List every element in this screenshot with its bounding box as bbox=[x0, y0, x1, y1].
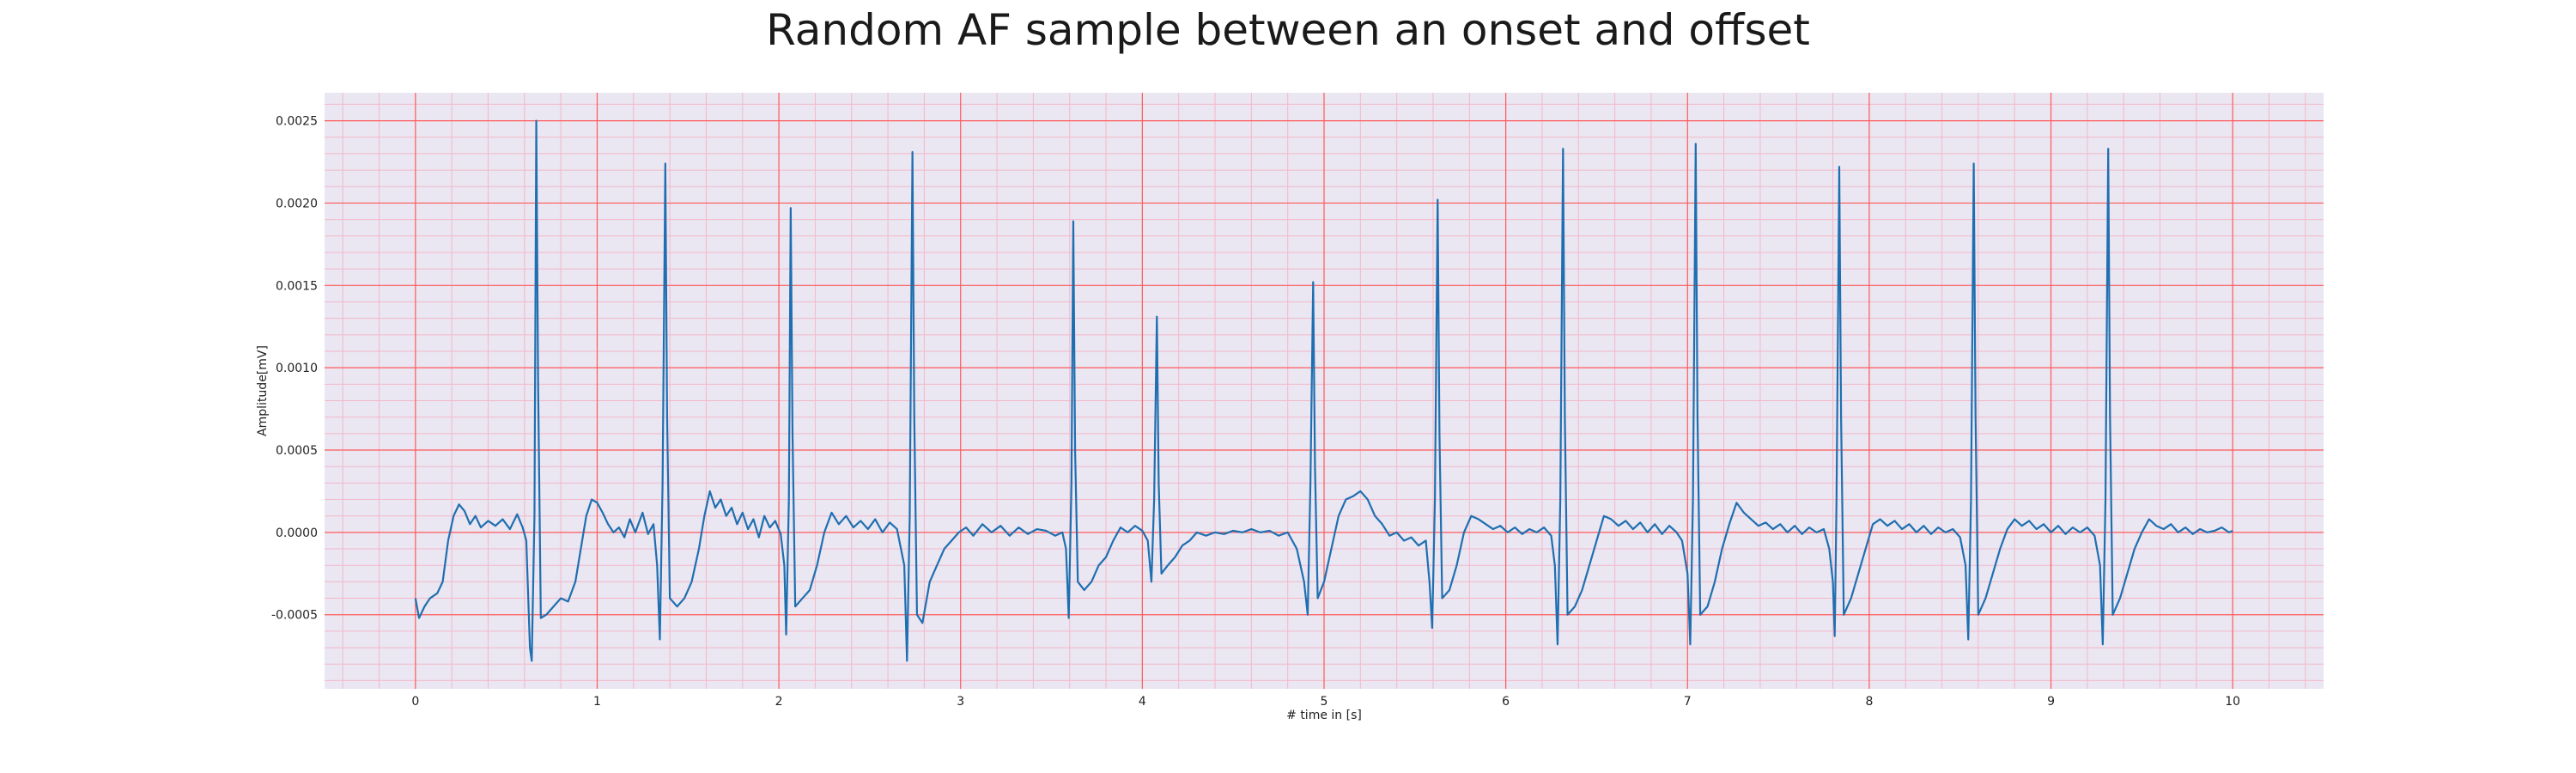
x-tick-label: 8 bbox=[1865, 695, 1873, 709]
x-tick-label: 0 bbox=[411, 695, 419, 709]
x-tick-label: 7 bbox=[1684, 695, 1692, 709]
x-tick-label: 5 bbox=[1321, 695, 1328, 709]
x-tick-label: 4 bbox=[1139, 695, 1146, 709]
y-tick-label: 0.0010 bbox=[276, 362, 318, 375]
y-tick-label: 0.0025 bbox=[276, 115, 318, 129]
y-axis-ticks: -0.0005 0.0000 0.0005 0.0010 0.0015 0.0020 0.0… bbox=[271, 115, 318, 623]
x-tick-label: 2 bbox=[775, 695, 783, 709]
y-tick-label: -0.0005 bbox=[271, 609, 318, 623]
y-tick-label: 0.0020 bbox=[276, 197, 318, 210]
x-tick-label: 6 bbox=[1502, 695, 1510, 709]
x-tick-label: 3 bbox=[957, 695, 964, 709]
x-axis-ticks: 0 1 2 3 4 5 6 7 8 9 10 bbox=[411, 695, 2240, 709]
y-axis-label: Amplitude[mV] bbox=[256, 345, 270, 436]
x-tick-label: 1 bbox=[593, 695, 601, 709]
x-tick-label: 10 bbox=[2225, 695, 2240, 709]
y-tick-label: 0.0000 bbox=[276, 526, 318, 540]
y-tick-label: 0.0005 bbox=[276, 444, 318, 458]
series-layer bbox=[414, 119, 2233, 662]
major-grid bbox=[325, 93, 2324, 689]
x-axis-label: # time in [s] bbox=[1286, 709, 1362, 722]
y-tick-label: 0.0015 bbox=[276, 279, 318, 293]
x-tick-label: 9 bbox=[2047, 695, 2055, 709]
ecg-signal-line bbox=[414, 119, 2233, 662]
chart-title: Random AF sample between an onset and of… bbox=[766, 5, 1810, 55]
